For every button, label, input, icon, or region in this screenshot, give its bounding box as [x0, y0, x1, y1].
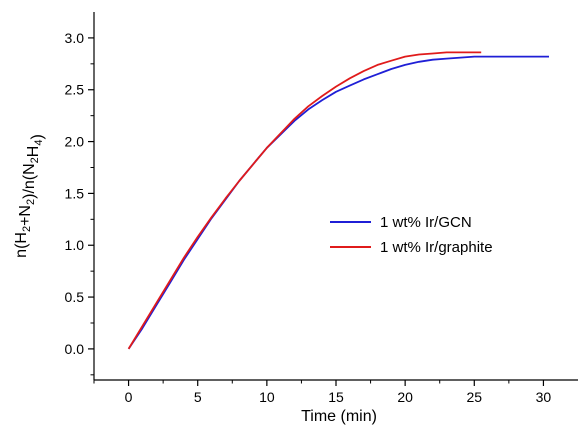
x-tick-label: 10 [259, 389, 275, 405]
y-title-text: H [25, 146, 42, 158]
legend: 1 wt% Ir/GCN 1 wt% Ir/graphite [330, 214, 493, 256]
y-title-text: )/n(N [21, 163, 38, 199]
y-title-subscript: 2 [21, 226, 33, 232]
x-tick-label: 25 [466, 389, 482, 405]
y-tick-label: 0.5 [65, 289, 85, 305]
y-tick-label: 1.0 [65, 237, 85, 253]
y-tick-label: 0.0 [65, 341, 85, 357]
axes: 0 5 10 15 20 25 30 0.0 0.5 1.0 1.5 2.0 2.5 3.0 [65, 12, 578, 405]
y-tick-label: 1.5 [65, 185, 85, 201]
legend-label-1: 1 wt% Ir/GCN [380, 214, 472, 231]
legend-label-2: 1 wt% Ir/graphite [380, 239, 493, 256]
y-title-subscript: 2 [29, 157, 41, 163]
y-title-text: n(H [13, 232, 30, 258]
series-line-1 [127, 55, 549, 350]
y-axis-title: n(H2+N2)/n(N2H4) [13, 134, 46, 258]
x-tick-label: 0 [125, 389, 133, 405]
x-tick-label: 15 [328, 389, 344, 405]
series-line-2 [127, 51, 482, 350]
y-tick-label: 2.0 [65, 134, 85, 150]
y-title-text: +N [17, 205, 34, 226]
y-tick-label: 2.5 [65, 82, 85, 98]
x-axis-title: Time (min) [301, 408, 377, 425]
y-title-subscript: 2 [25, 199, 37, 205]
x-tick-label: 5 [194, 389, 202, 405]
y-title-subscript: 4 [33, 140, 45, 146]
x-tick-label: 30 [536, 389, 552, 405]
x-tick-label: 20 [397, 389, 413, 405]
y-tick-label: 3.0 [65, 30, 85, 46]
y-title-text: ) [29, 134, 46, 139]
plot-series [127, 51, 549, 350]
